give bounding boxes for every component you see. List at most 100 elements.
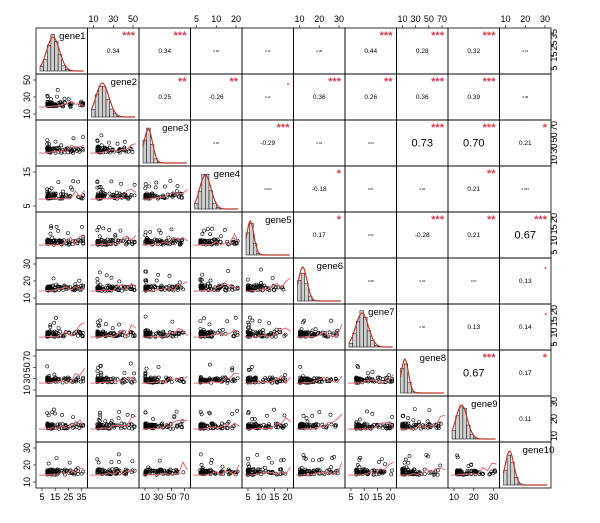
tick-label: 15 — [372, 492, 382, 502]
scatter-point — [75, 422, 80, 427]
scatter-point — [47, 378, 51, 382]
scatter-point — [334, 423, 339, 428]
scatter-point — [208, 232, 213, 237]
scatter-point — [316, 330, 321, 335]
panel-frame — [499, 441, 552, 489]
scatter-point — [324, 425, 329, 430]
scatter-point — [233, 315, 238, 320]
correlation-value: 0.21 — [519, 140, 532, 147]
scatter-point — [81, 423, 85, 428]
scatter-point — [81, 241, 86, 246]
scatter-point — [245, 325, 250, 330]
scatter-point — [95, 320, 100, 325]
scatter-point — [147, 184, 152, 189]
correlation-value: 0.44 — [364, 48, 377, 55]
scatter-point — [99, 471, 104, 476]
panel-frame — [241, 303, 294, 351]
scatter-point — [50, 422, 54, 426]
panel-r5-c6: 0.17 * — [293, 211, 346, 259]
panel-frame — [35, 165, 88, 213]
scatter-point — [49, 186, 54, 191]
scatter-point — [281, 287, 286, 292]
scatter-point — [199, 277, 204, 282]
scatter-point — [77, 425, 82, 430]
tick-label: 10 — [256, 492, 266, 502]
significance-stars: *** — [431, 214, 445, 226]
scatter-point — [474, 469, 479, 474]
scatter-point — [151, 417, 156, 421]
smooth-line — [193, 329, 240, 338]
scatter-point — [170, 319, 175, 324]
scatter-point — [108, 238, 113, 243]
panel-r8-c8: gene8 — [396, 349, 449, 397]
correlation-value: 0.015 — [521, 187, 529, 191]
correlation-value: 0.03 — [419, 279, 425, 283]
scatter-point — [143, 375, 148, 380]
scatter-point — [98, 410, 102, 415]
density-curve — [142, 128, 187, 164]
scatter-point — [55, 88, 60, 92]
scatter-point — [200, 466, 205, 471]
scatter-point — [111, 193, 116, 198]
scatter-point — [198, 410, 203, 414]
smooth-line — [90, 188, 137, 200]
scatter-point — [79, 239, 83, 244]
scatter-point — [372, 468, 377, 473]
panel-r6-c7: 0.08 — [344, 257, 397, 305]
correlation-value: 0.17 — [519, 370, 532, 377]
scatter-point — [370, 370, 375, 374]
correlation-value: 0.25 — [158, 94, 171, 101]
scatter-point — [327, 330, 332, 335]
scatter-point — [270, 276, 275, 280]
scatter-point — [155, 469, 160, 474]
scatter-point — [50, 284, 55, 289]
panel-r6-c3 — [138, 257, 191, 305]
scatter-point — [95, 380, 100, 385]
scatter-point — [299, 334, 304, 339]
scatter-point — [117, 459, 121, 464]
scatter-point — [246, 462, 251, 467]
correlation-value: 0.08 — [522, 95, 528, 99]
correlation-value: 0.01 — [522, 49, 528, 53]
correlation-value: -0.18 — [312, 186, 327, 193]
variable-label: gene7 — [368, 307, 394, 318]
scatter-point — [59, 238, 64, 243]
scatter-point — [76, 179, 81, 184]
scatter-point — [97, 225, 102, 229]
smooth-line — [39, 144, 85, 154]
density-curve — [502, 450, 547, 486]
panel-r8-c2 — [87, 349, 140, 397]
tick-label: 10 — [88, 14, 98, 24]
scatter-point — [272, 407, 276, 412]
panel-r7-c10: 0.14. — [499, 303, 552, 351]
scatter-point — [199, 329, 204, 334]
smooth-line — [245, 416, 291, 430]
scatter-point — [317, 458, 321, 463]
scatter-point — [104, 273, 109, 278]
scatter-point — [383, 462, 387, 467]
scatter-point — [263, 465, 267, 470]
scatter-point — [48, 146, 53, 151]
scatter-point — [416, 420, 421, 425]
scatter-point — [104, 471, 109, 476]
scatter-point — [171, 468, 176, 473]
tick-label: 10 — [549, 236, 559, 246]
panel-r9-c6 — [293, 395, 346, 443]
scatter-point — [198, 238, 203, 243]
tick-label: 30 — [108, 14, 118, 24]
correlation-value: 0.67 — [463, 368, 484, 380]
scatter-point — [268, 331, 273, 335]
scatter-point — [47, 329, 52, 334]
scatter-point — [130, 468, 135, 473]
scatter-point — [312, 424, 316, 429]
panel-r10-c4 — [190, 441, 243, 489]
scatter-point — [306, 379, 311, 384]
tick-label: 15 — [269, 492, 279, 502]
tick-label: 5 — [39, 492, 44, 502]
scatter-point — [320, 422, 325, 427]
scatter-point — [132, 240, 137, 245]
scatter-point — [253, 330, 258, 335]
scatter-point — [319, 379, 324, 384]
scatter-point — [51, 276, 56, 281]
scatter-point — [258, 423, 263, 428]
